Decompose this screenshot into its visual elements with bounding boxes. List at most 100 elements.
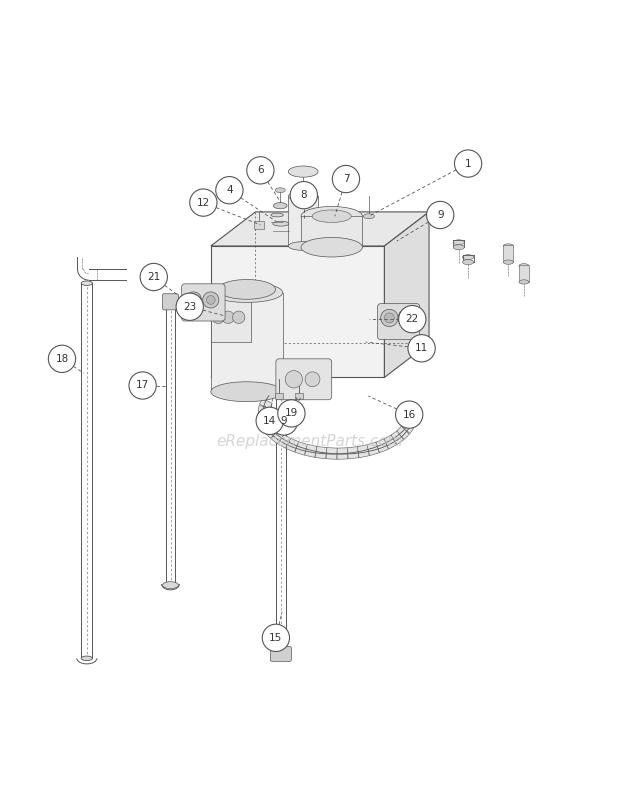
Text: 9: 9	[281, 416, 287, 427]
Ellipse shape	[273, 203, 287, 209]
Bar	[260, 399, 272, 409]
Ellipse shape	[463, 260, 474, 265]
Circle shape	[278, 399, 305, 427]
Ellipse shape	[218, 280, 275, 299]
Text: 6: 6	[257, 165, 264, 176]
Ellipse shape	[503, 260, 513, 265]
Ellipse shape	[301, 237, 363, 257]
Ellipse shape	[211, 382, 283, 402]
Ellipse shape	[211, 282, 283, 302]
Circle shape	[176, 293, 203, 321]
Text: eReplacementParts.com: eReplacementParts.com	[216, 434, 404, 449]
Circle shape	[381, 310, 398, 326]
Circle shape	[402, 313, 412, 323]
Bar	[503, 245, 513, 262]
Bar	[384, 435, 396, 449]
FancyBboxPatch shape	[162, 294, 179, 310]
Ellipse shape	[288, 166, 318, 177]
Circle shape	[384, 313, 394, 323]
Bar	[401, 422, 414, 433]
Circle shape	[270, 408, 298, 435]
Circle shape	[140, 263, 167, 290]
Circle shape	[247, 156, 274, 184]
FancyBboxPatch shape	[378, 304, 420, 339]
Bar	[275, 393, 283, 399]
Text: 15: 15	[269, 633, 283, 643]
Bar	[288, 196, 318, 246]
Bar	[286, 438, 299, 452]
Ellipse shape	[363, 214, 374, 219]
Circle shape	[256, 407, 283, 435]
Bar	[295, 442, 308, 455]
Ellipse shape	[288, 241, 318, 250]
FancyBboxPatch shape	[211, 296, 251, 342]
Text: 7: 7	[343, 174, 349, 184]
Text: 4: 4	[226, 185, 232, 195]
Ellipse shape	[301, 206, 363, 226]
Bar	[258, 412, 270, 419]
FancyBboxPatch shape	[276, 358, 332, 399]
Ellipse shape	[503, 244, 513, 248]
Text: 8: 8	[301, 190, 307, 200]
Ellipse shape	[519, 264, 529, 268]
Circle shape	[398, 310, 415, 326]
Ellipse shape	[166, 300, 175, 304]
Bar	[254, 221, 264, 229]
Circle shape	[454, 150, 482, 177]
Ellipse shape	[271, 213, 283, 217]
Circle shape	[427, 201, 454, 229]
Bar	[337, 448, 348, 460]
Ellipse shape	[463, 255, 474, 260]
Circle shape	[212, 311, 224, 323]
Ellipse shape	[288, 192, 318, 200]
Polygon shape	[384, 212, 429, 378]
Circle shape	[48, 345, 76, 372]
Bar	[278, 435, 291, 448]
Bar	[262, 421, 274, 432]
Circle shape	[216, 176, 243, 204]
Bar	[376, 439, 388, 452]
Bar	[271, 430, 284, 444]
Polygon shape	[211, 246, 384, 378]
Bar	[258, 406, 270, 413]
Ellipse shape	[273, 221, 289, 226]
Ellipse shape	[312, 210, 351, 222]
Circle shape	[399, 306, 426, 333]
Circle shape	[203, 292, 219, 308]
Bar	[265, 425, 278, 439]
Polygon shape	[211, 212, 429, 246]
Text: 21: 21	[147, 272, 161, 282]
Circle shape	[206, 296, 215, 304]
Circle shape	[222, 311, 234, 323]
Text: 12: 12	[197, 197, 210, 208]
Text: 1: 1	[465, 159, 471, 168]
Bar	[396, 427, 409, 439]
Bar	[326, 448, 337, 460]
Circle shape	[129, 372, 156, 399]
Ellipse shape	[81, 656, 92, 661]
Text: 9: 9	[437, 210, 443, 220]
Bar	[347, 447, 359, 459]
Bar	[406, 413, 418, 420]
Circle shape	[185, 292, 202, 308]
Circle shape	[189, 296, 198, 304]
Circle shape	[290, 181, 317, 209]
Ellipse shape	[275, 188, 285, 192]
Circle shape	[332, 165, 360, 192]
Ellipse shape	[453, 245, 464, 249]
Text: 18: 18	[55, 354, 69, 364]
Bar	[295, 393, 303, 399]
Bar	[304, 444, 317, 457]
Bar	[366, 442, 379, 456]
Bar	[211, 293, 283, 391]
Ellipse shape	[519, 280, 529, 284]
Text: 14: 14	[263, 416, 277, 426]
FancyBboxPatch shape	[182, 284, 225, 321]
Text: 17: 17	[136, 380, 149, 391]
Circle shape	[232, 311, 245, 323]
Text: 22: 22	[405, 314, 419, 324]
Ellipse shape	[162, 581, 179, 589]
Bar	[315, 447, 327, 459]
Text: 11: 11	[415, 343, 428, 354]
Circle shape	[305, 372, 320, 387]
